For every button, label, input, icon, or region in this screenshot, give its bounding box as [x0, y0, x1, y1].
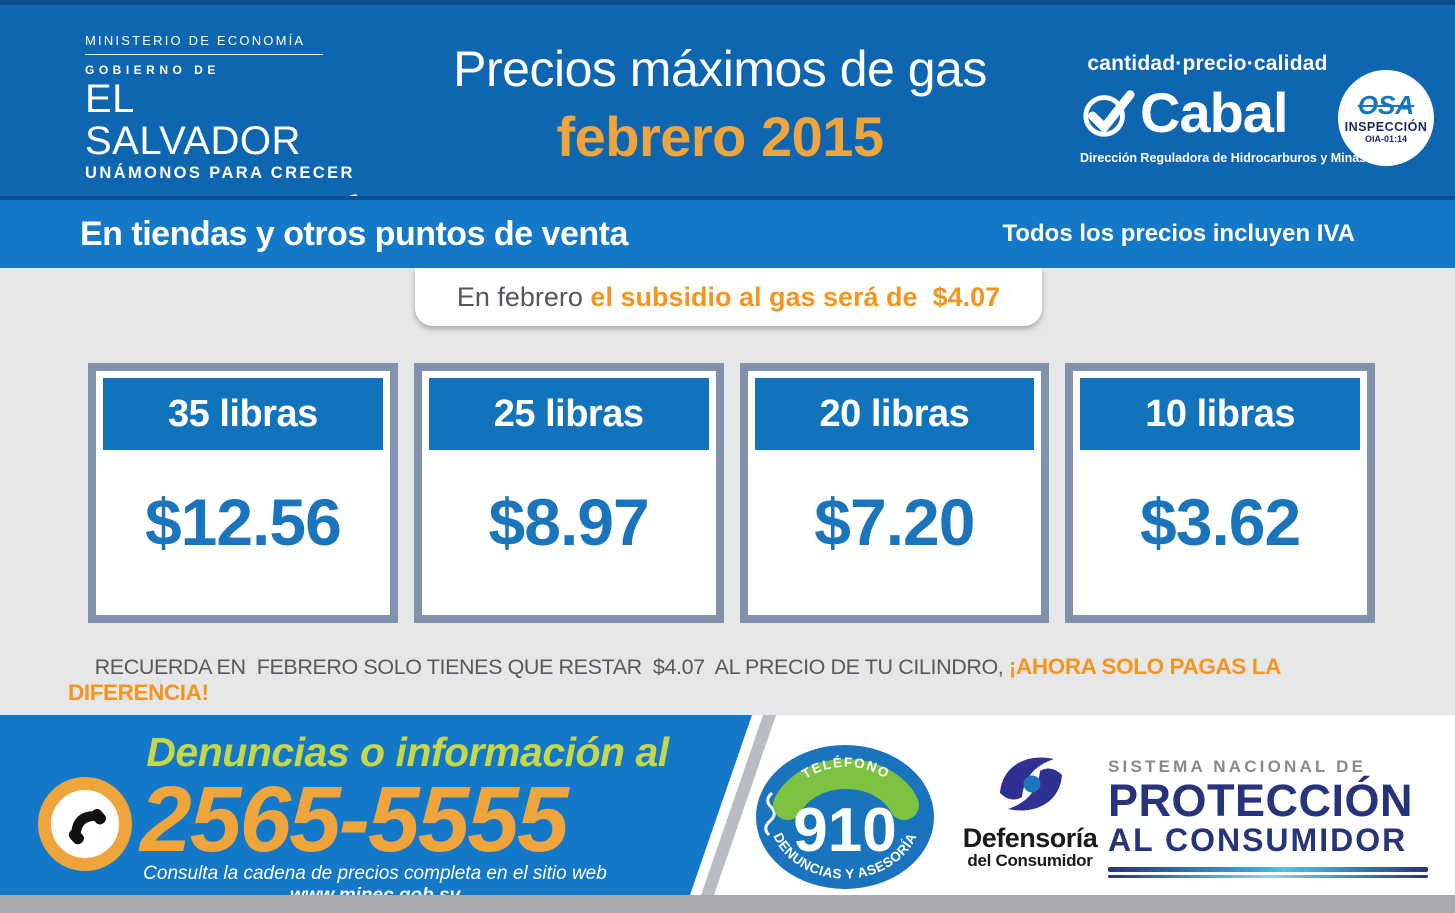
phone-icon: [38, 777, 132, 871]
910-hotline-logo: TELÉFONO 910 DENUNCIAS Y ASESORÍA: [754, 743, 936, 891]
phone-number: 2565-5555: [140, 767, 567, 871]
title-line-2: febrero 2015: [556, 105, 884, 168]
subsidy-amount: el subsidio al gas será de $4.07: [590, 281, 1001, 312]
phone-banner-label: Denuncias o información al: [146, 729, 669, 775]
el-salvador-label: EL SALVADOR: [85, 77, 301, 163]
card-header: 10 libras: [1080, 378, 1360, 450]
price-cards-row: 35 libras $12.56 25 libras $8.97 20 libr…: [88, 363, 1375, 623]
subheader-right-label: Todos los precios incluyen IVA: [1002, 220, 1355, 247]
cabal-brand-label: Cabal: [1140, 81, 1288, 144]
card-price-value: $3.62: [1140, 485, 1301, 559]
poster-title: Precios máximos de gas febrero 2015: [415, 40, 1025, 169]
ministry-label-row: MINISTERIO DE ECONOMÍA: [85, 32, 323, 55]
footer: Denuncias o información al 2565-5555 Con…: [0, 715, 1455, 895]
snpc-logo: SISTEMA NACIONAL DE PROTECCIÓN AL CONSUM…: [1108, 757, 1433, 878]
green-handset-arc: [773, 759, 919, 820]
handset-icon: [58, 797, 112, 851]
card-size-label: 35 libras: [168, 392, 318, 435]
phone-cord-squiggle: [764, 791, 776, 837]
cabal-tagline: cantidad·precio·calidad: [1087, 52, 1328, 75]
price-card-25-libras: 25 libras $8.97: [413, 363, 724, 623]
snpc-line-3: AL CONSUMIDOR: [1108, 822, 1408, 859]
reminder-highlight: ¡AHORA SOLO PAGAS LA DIFERENCIA!: [68, 654, 1286, 705]
unamonos-label: UNÁMONOS PARA CRECER: [85, 164, 355, 182]
card-body: $7.20: [755, 450, 1035, 608]
phone-banner: Denuncias o información al 2565-5555 Con…: [0, 715, 752, 895]
eye-icon: [1000, 757, 1062, 811]
card-price-value: $12.56: [144, 485, 342, 559]
card-size-label: 20 libras: [819, 392, 970, 435]
card-header: 35 libras: [103, 378, 383, 450]
defensoria-line-1: Defensoría: [962, 823, 1098, 853]
snpc-line-1: SISTEMA NACIONAL DE: [1108, 757, 1367, 776]
cabal-subtitle: Dirección Reguladora de Hidrocarburos y …: [1080, 151, 1367, 165]
card-price-value: $7.20: [814, 485, 975, 559]
osa-inspeccion-label: INSPECCIÓN: [1344, 120, 1428, 134]
card-body: $12.56: [103, 450, 383, 608]
subsidy-prefix: En febrero: [456, 281, 591, 312]
reminder-text: RECUERDA EN FEBRERO SOLO TIENES QUE REST…: [68, 636, 1408, 724]
checkmark-icon: [1083, 89, 1135, 137]
910-number: 910: [793, 796, 896, 865]
title-line-1: Precios máximos de gas: [453, 41, 987, 97]
card-body: $3.62: [1080, 450, 1360, 608]
card-price-value: $8.97: [488, 485, 650, 559]
price-card-10-libras: 10 libras $3.62: [1065, 363, 1375, 623]
card-size-label: 10 libras: [1145, 392, 1295, 435]
prices-section: En febrero el subsidio al gas será de $4…: [0, 268, 1455, 715]
subheader-left-label: En tiendas y otros puntos de venta: [80, 214, 628, 253]
phone-row: 2565-5555: [38, 773, 567, 874]
card-header: 20 libras: [754, 378, 1035, 450]
cabal-brand-row: Cabal: [1080, 80, 1335, 145]
osa-inspection-badge: OSA INSPECCIÓN OIA-01:14: [1338, 70, 1434, 166]
defensoria-line-2: del Consumidor: [967, 851, 1093, 870]
card-header: 25 libras: [428, 378, 709, 450]
subsidy-pill: En febrero el subsidio al gas será de $4…: [415, 268, 1042, 326]
website-text: Consulta la cadena de precios completa e…: [143, 863, 607, 884]
cabal-logo: cantidad·precio·calidad Cabal Dirección …: [1080, 52, 1440, 166]
price-card-20-libras: 20 libras $7.20: [739, 363, 1050, 623]
snpc-gradient-bar-2: [1108, 874, 1428, 878]
card-body: $8.97: [429, 450, 709, 608]
osa-label: OSA: [1357, 90, 1415, 120]
reminder-normal: RECUERDA EN FEBRERO SOLO TIENES QUE REST…: [94, 655, 1009, 679]
price-card-35-libras: 35 libras $12.56: [88, 363, 398, 623]
bottom-gray-strip: [0, 895, 1455, 913]
snpc-gradient-bar-1: [1108, 866, 1428, 872]
gobierno-de-label: GOBIERNO DE: [85, 63, 220, 77]
header: MINISTERIO DE ECONOMÍA GOBIERNO DE EL SA…: [0, 0, 1455, 230]
osa-code-label: OIA-01:14: [1364, 134, 1408, 144]
card-size-label: 25 libras: [493, 392, 644, 435]
snpc-line-2: PROTECCIÓN: [1108, 775, 1414, 826]
defensoria-logo: Defensoría del Consumidor: [955, 747, 1105, 870]
ministry-label: MINISTERIO DE ECONOMÍA: [85, 33, 306, 48]
subheader-bar: En tiendas y otros puntos de venta Todos…: [0, 196, 1455, 268]
